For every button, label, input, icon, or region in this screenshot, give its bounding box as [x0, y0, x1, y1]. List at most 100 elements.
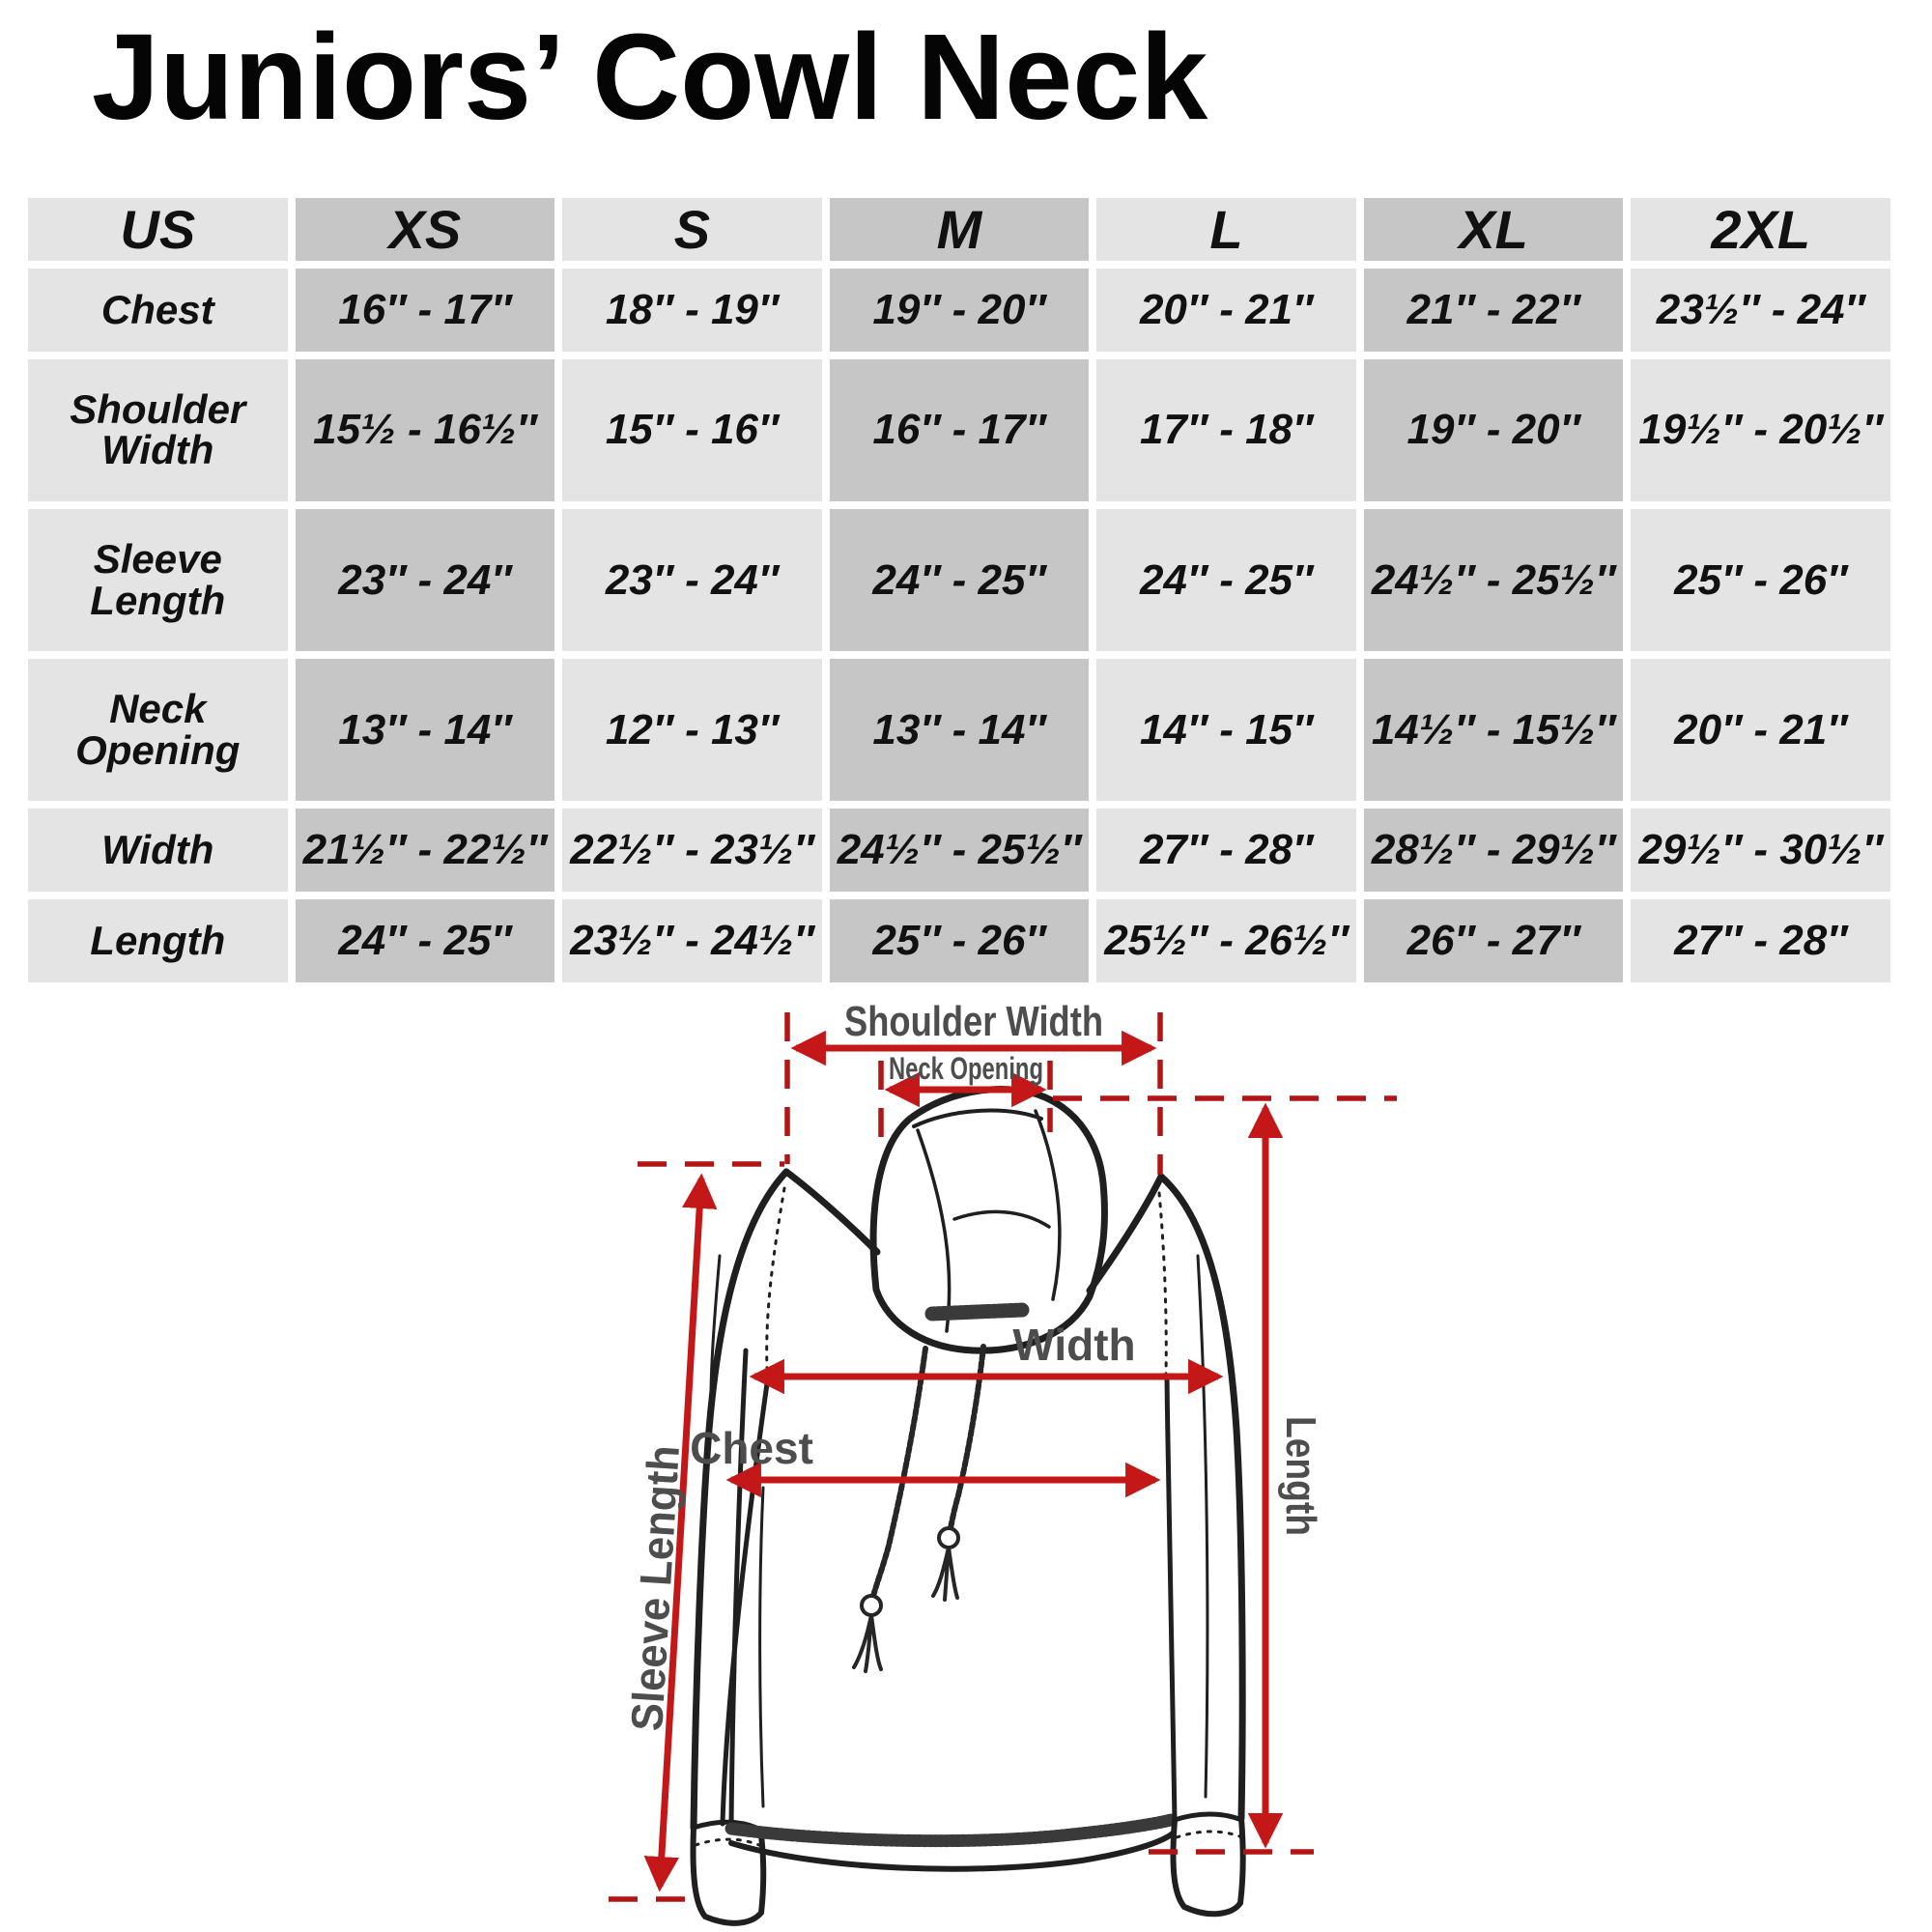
neck-2xl: 20″ - 21″ — [1631, 659, 1890, 802]
right-cuff-outline — [1170, 1815, 1246, 1918]
hem-stitch-band — [724, 1813, 1178, 1848]
garment-sketch — [690, 1086, 1246, 1926]
right-armhole-seam-dotted — [1157, 1191, 1168, 1376]
shoulder-l: 17″ - 18″ — [1096, 358, 1356, 501]
collar-rib-stitch-band — [924, 1302, 1030, 1321]
length-m: 25″ - 26″ — [829, 899, 1090, 982]
sleeve-xs: 23″ - 24″ — [295, 508, 555, 652]
header-xl: XL — [1363, 198, 1624, 261]
left-armhole-seam-dotted — [765, 1186, 786, 1370]
dimension-extension-lines — [609, 1012, 1397, 1902]
right-sleeve-inner-edge — [1164, 1374, 1178, 1823]
neck-xs: 13″ - 14″ — [295, 659, 555, 802]
sleeve-s: 23″ - 24″ — [562, 508, 822, 652]
width-xl: 28½″ - 29½″ — [1363, 809, 1624, 893]
right-cuff-stitch-dotted — [1175, 1830, 1244, 1839]
neck-l: 14″ - 15″ — [1096, 659, 1356, 802]
sleeve-length-arrow — [643, 1173, 718, 1892]
row-label-shoulder-width: Shoulder Width — [28, 358, 288, 501]
row-label-neck-opening: Neck Opening — [28, 659, 288, 802]
sleeve-2xl: 25″ - 26″ — [1631, 508, 1890, 652]
drawstring-left-tassel — [852, 1613, 883, 1673]
dimension-labels: Shoulder Width Neck Opening Width Chest … — [621, 998, 1324, 1732]
row-label-chest: Chest — [28, 269, 288, 352]
shoulder-2xl: 19½″ - 20½″ — [1631, 358, 1890, 501]
left-shoulder-seam — [782, 1168, 881, 1256]
chest-label: Chest — [690, 1423, 813, 1473]
shoulder-s: 15″ - 16″ — [562, 358, 822, 501]
cowl-collar-outline — [869, 1086, 1108, 1354]
header-xs: XS — [295, 198, 555, 261]
row-label-width: Width — [28, 809, 288, 893]
header-us: US — [28, 198, 288, 261]
table-row-width: Width 21½″ - 22½″ 22½″ - 23½″ 24½″ - 25½… — [28, 809, 1890, 893]
collar-inner-top-edge — [912, 1108, 1043, 1128]
width-xs: 21½″ - 22½″ — [295, 809, 555, 893]
length-2xl: 27″ - 28″ — [1631, 899, 1890, 982]
table-row-shoulder-width: Shoulder Width 15½ - 16½″ 15″ - 16″ 16″ … — [28, 358, 1890, 501]
measurement-diagram: Shoulder Width Neck Opening Width Chest … — [609, 998, 1397, 1926]
neck-m: 13″ - 14″ — [829, 659, 1090, 802]
header-row: US XS S M L XL 2XL — [28, 198, 1890, 261]
header-l: L — [1096, 198, 1356, 261]
row-label-sleeve-length: Sleeve Length — [28, 508, 288, 652]
length-label: Length — [1277, 1416, 1324, 1536]
body-fold-crease — [758, 1486, 765, 1808]
body-left-edge — [728, 1348, 749, 1832]
neck-s: 12″ - 13″ — [562, 659, 822, 802]
shoulder-xs: 15½ - 16½″ — [295, 358, 555, 501]
sleeve-length-label: Sleeve Length — [621, 1444, 689, 1733]
row-label-length: Length — [28, 899, 288, 982]
dimension-arrows — [643, 1030, 1284, 1892]
length-s: 23½″ - 24½″ — [562, 899, 822, 982]
drawstrings — [852, 1344, 986, 1673]
right-sleeve-crease — [1196, 1254, 1209, 1799]
header-s: S — [562, 198, 822, 261]
chest-2xl: 23½″ - 24″ — [1631, 269, 1890, 352]
right-sleeve-outer-edge — [1157, 1173, 1246, 1822]
shoulder-m: 16″ - 17″ — [829, 358, 1090, 501]
drawstring-right-knot — [937, 1526, 960, 1549]
chest-s: 18″ - 19″ — [562, 269, 822, 352]
page-title: Juniors’ Cowl Neck — [92, 9, 1208, 145]
width-m: 24½″ - 25½″ — [829, 809, 1090, 893]
sleeve-l: 24″ - 25″ — [1096, 508, 1356, 652]
collar-fold-right — [1034, 1109, 1062, 1301]
size-chart-table: US XS S M L XL 2XL Chest 16″ - 17″ 18″ -… — [20, 190, 1898, 990]
drawstring-right-tassel — [931, 1546, 959, 1602]
right-cuff-fold-line — [1172, 1811, 1244, 1823]
neck-xl: 14½″ - 15½″ — [1363, 659, 1624, 802]
width-label: Width — [1012, 1320, 1135, 1370]
shoulder-xl: 19″ - 20″ — [1363, 358, 1624, 501]
table-row-chest: Chest 16″ - 17″ 18″ - 19″ 19″ - 20″ 20″ … — [28, 269, 1890, 352]
shoulder-width-label: Shoulder Width — [844, 998, 1103, 1045]
header-m: M — [829, 198, 1090, 261]
length-xl: 26″ - 27″ — [1363, 899, 1624, 982]
chest-l: 20″ - 21″ — [1096, 269, 1356, 352]
chest-xl: 21″ - 22″ — [1363, 269, 1624, 352]
sleeve-m: 24″ - 25″ — [829, 508, 1090, 652]
header-2xl: 2XL — [1631, 198, 1890, 261]
size-table-body: Chest 16″ - 17″ 18″ - 19″ 19″ - 20″ 20″ … — [28, 269, 1890, 982]
left-cuff-outline — [690, 1825, 767, 1926]
neck-opening-label: Neck Opening — [889, 1051, 1043, 1086]
right-shoulder-seam — [1086, 1173, 1165, 1294]
table-row-length: Length 24″ - 25″ 23½″ - 24½″ 25″ - 26″ 2… — [28, 899, 1890, 982]
length-xs: 24″ - 25″ — [295, 899, 555, 982]
left-sleeve-inner-edge — [720, 1367, 772, 1827]
size-table-header: US XS S M L XL 2XL — [28, 198, 1890, 261]
width-2xl: 29½″ - 30½″ — [1631, 809, 1890, 893]
width-s: 22½″ - 23½″ — [562, 809, 822, 893]
collar-drape-crease — [952, 1209, 1051, 1229]
sleeve-xl: 24½″ - 25½″ — [1363, 508, 1624, 652]
width-l: 27″ - 28″ — [1096, 809, 1356, 893]
left-cuff-stitch-dotted — [694, 1837, 763, 1848]
drawstring-left-knot — [860, 1594, 883, 1617]
hem-bottom-edge — [728, 1831, 1176, 1872]
table-row-sleeve-length: Sleeve Length 23″ - 24″ 23″ - 24″ 24″ - … — [28, 508, 1890, 652]
chest-m: 19″ - 20″ — [829, 269, 1090, 352]
chest-xs: 16″ - 17″ — [295, 269, 555, 352]
length-l: 25½″ - 26½″ — [1096, 899, 1356, 982]
table-row-neck-opening: Neck Opening 13″ - 14″ 12″ - 13″ 13″ - 1… — [28, 659, 1890, 802]
drawstring-left-cord — [870, 1346, 928, 1599]
